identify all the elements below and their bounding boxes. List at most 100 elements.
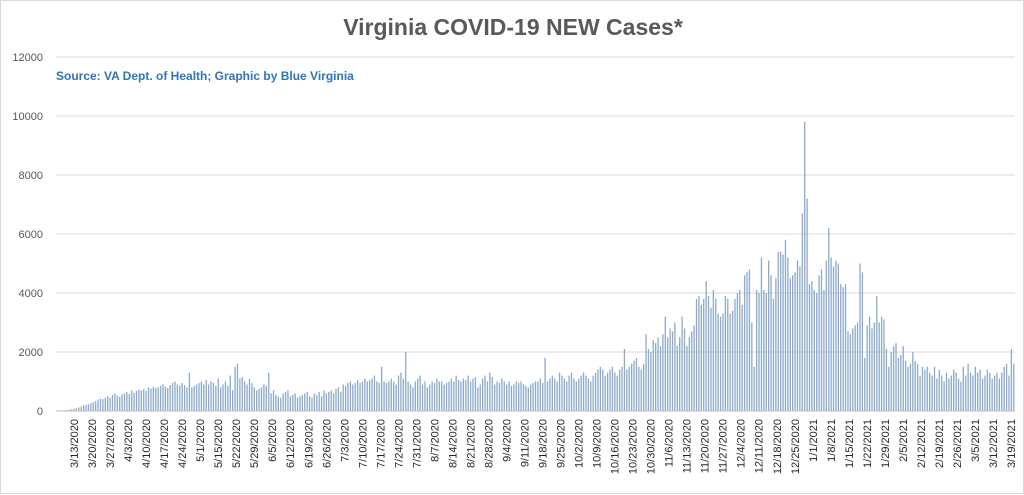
bar xyxy=(648,349,649,411)
bar xyxy=(489,373,490,411)
x-tick-label: 12/25/2020 xyxy=(790,419,802,474)
x-tick-label: 4/10/2020 xyxy=(141,419,153,468)
y-tick-label: 10000 xyxy=(12,111,43,123)
bar xyxy=(215,386,216,411)
bar xyxy=(273,390,274,411)
bar xyxy=(234,367,235,411)
x-tick-label: 9/11/2020 xyxy=(520,419,532,467)
bar xyxy=(333,393,334,411)
bar xyxy=(359,383,360,411)
bar xyxy=(927,367,928,411)
bar xyxy=(888,367,889,411)
x-tick-label: 11/13/2020 xyxy=(682,419,694,473)
bar xyxy=(785,240,786,411)
bar xyxy=(891,352,892,411)
bar xyxy=(261,387,262,411)
bar xyxy=(845,284,846,411)
bar xyxy=(213,383,214,411)
bar xyxy=(641,370,642,411)
bar xyxy=(677,346,678,411)
bar xyxy=(919,376,920,411)
bar xyxy=(81,407,82,411)
bar xyxy=(357,380,358,411)
bar xyxy=(162,384,163,411)
y-tick-label: 2000 xyxy=(19,347,43,359)
bar xyxy=(460,382,461,412)
bar xyxy=(465,380,466,411)
bar xyxy=(963,367,964,411)
bar xyxy=(294,393,295,411)
bar xyxy=(191,387,192,411)
x-tick-label: 3/13/2020 xyxy=(69,419,81,468)
x-tick-label: 6/19/2020 xyxy=(303,419,315,468)
bar xyxy=(374,376,375,411)
bar xyxy=(456,376,457,411)
bar xyxy=(203,384,204,411)
bar xyxy=(989,373,990,411)
bar xyxy=(576,382,577,412)
bar xyxy=(556,382,557,412)
bar xyxy=(1001,373,1002,411)
bar xyxy=(93,402,94,411)
bar xyxy=(463,379,464,411)
bar xyxy=(987,370,988,411)
bar xyxy=(713,290,714,411)
x-tick-label: 7/31/2020 xyxy=(411,419,423,468)
bar xyxy=(499,383,500,411)
bar xyxy=(578,379,579,411)
bar xyxy=(537,382,538,412)
bar xyxy=(847,331,848,411)
bar xyxy=(893,346,894,411)
bar xyxy=(299,396,300,411)
bar xyxy=(737,293,738,411)
bar xyxy=(400,373,401,411)
bar xyxy=(864,358,865,411)
bar xyxy=(422,384,423,411)
bar xyxy=(444,384,445,411)
bar xyxy=(907,367,908,411)
bar xyxy=(672,331,673,411)
bar xyxy=(439,382,440,412)
bar xyxy=(501,379,502,411)
y-tick-label: 6000 xyxy=(19,229,43,241)
bar xyxy=(852,328,853,411)
bar xyxy=(386,383,387,411)
bar xyxy=(922,367,923,411)
bar xyxy=(624,349,625,411)
bar xyxy=(597,370,598,411)
bars xyxy=(57,122,1015,411)
bar xyxy=(645,334,646,411)
bar xyxy=(975,367,976,411)
x-tick-label: 12/18/2020 xyxy=(772,419,784,474)
bar xyxy=(912,352,913,411)
bar xyxy=(496,382,497,412)
bar xyxy=(643,364,644,411)
x-tick-label: 1/15/2021 xyxy=(844,419,856,468)
bar xyxy=(249,379,250,411)
x-tick-label: 11/27/2020 xyxy=(718,419,730,473)
bar xyxy=(369,380,370,411)
bar xyxy=(931,376,932,411)
bar xyxy=(667,337,668,411)
x-tick-label: 5/15/2020 xyxy=(213,419,225,468)
bar xyxy=(857,323,858,412)
bar xyxy=(996,373,997,411)
chart-subtitle: Source: VA Dept. of Health; Graphic by B… xyxy=(56,69,354,83)
bar xyxy=(516,382,517,412)
bar xyxy=(965,376,966,411)
bar xyxy=(830,258,831,411)
bar xyxy=(1008,376,1009,411)
bar xyxy=(338,387,339,411)
bar xyxy=(398,376,399,411)
bar xyxy=(198,383,199,411)
bar xyxy=(379,383,380,411)
bar xyxy=(494,384,495,411)
bar xyxy=(530,384,531,411)
bar xyxy=(383,382,384,412)
x-tick-label: 10/9/2020 xyxy=(592,419,604,468)
x-tick-label: 9/18/2020 xyxy=(538,419,550,468)
bar xyxy=(323,390,324,411)
x-tick-label: 3/19/2021 xyxy=(1006,419,1018,468)
x-tick-label: 9/4/2020 xyxy=(502,419,514,462)
bar xyxy=(583,373,584,411)
